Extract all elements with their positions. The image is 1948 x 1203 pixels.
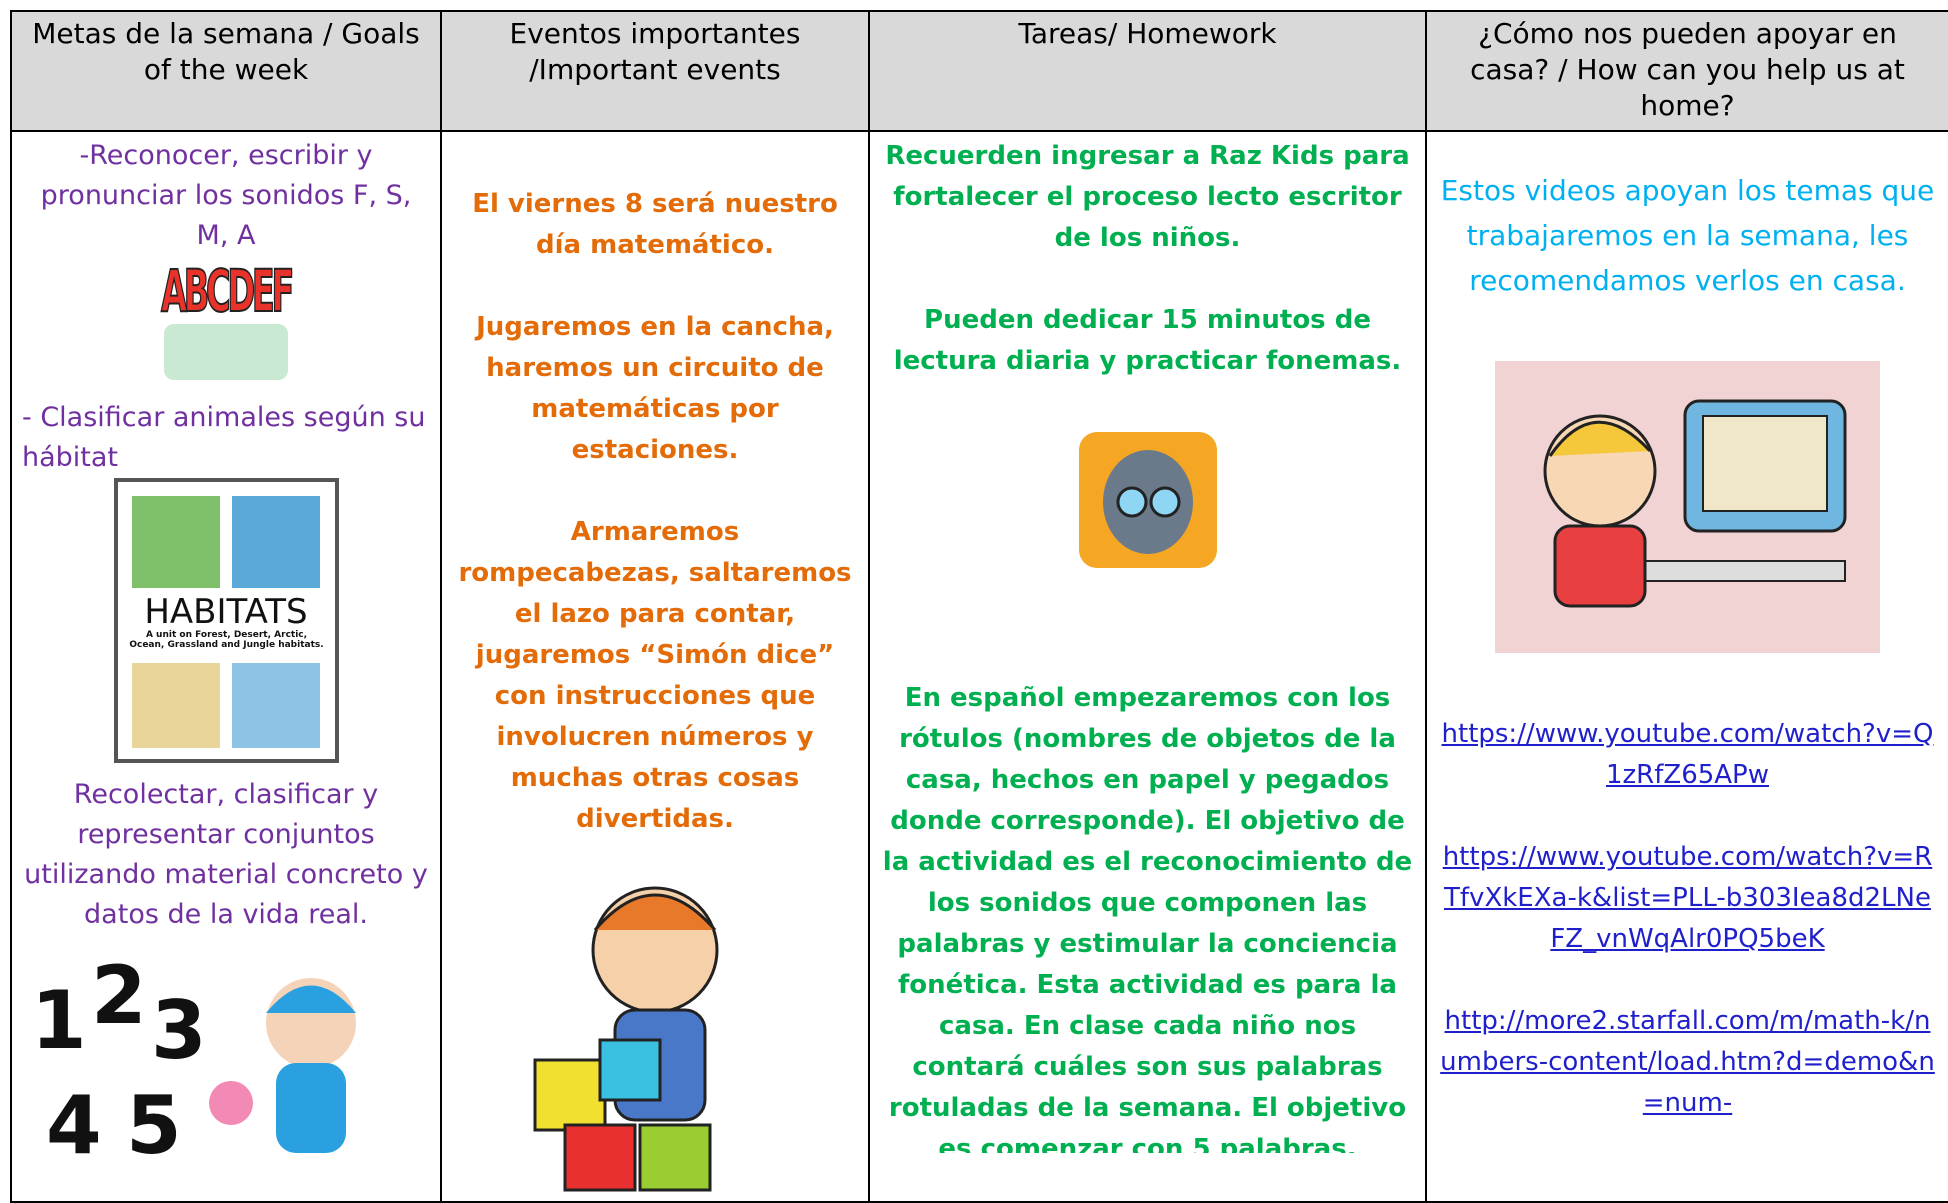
homework-text: Recuerden ingresar a Raz Kids para forta… xyxy=(885,141,1410,253)
goal-text: Recolectar, clasificar y representar con… xyxy=(24,779,428,930)
child xyxy=(1553,524,1647,608)
header-cell: ¿Cómo nos pueden apoyar en casa? / How c… xyxy=(1425,10,1948,132)
child xyxy=(1548,420,1652,457)
image-text: ABCDEF xyxy=(161,257,292,325)
homework: Recuerden ingresar a Raz Kids para forta… xyxy=(870,132,1425,1153)
header-cell: Metas de la semana / Goals of the week xyxy=(10,10,442,132)
goals: -Reconocer, escribir y pronunciar los so… xyxy=(12,132,440,1157)
events: El viernes 8 será nuestro día matemático… xyxy=(442,132,868,1201)
video-link[interactable]: https://www.youtube.com/watch?v=Q1zRfZ65… xyxy=(1441,719,1934,790)
event-text: Jugaremos en la cancha, haremos un circu… xyxy=(476,312,834,465)
robot xyxy=(1102,450,1193,554)
keyboard xyxy=(1644,560,1846,582)
computer-image xyxy=(1495,361,1880,653)
character xyxy=(266,985,356,1013)
event-text: El viernes 8 será nuestro día matemático… xyxy=(472,189,838,260)
header-cell: Tareas/ Homework xyxy=(868,10,1427,132)
goal-text: -Reconocer, escribir y pronunciar los so… xyxy=(40,140,412,251)
block xyxy=(533,1058,607,1132)
picture xyxy=(131,663,220,748)
habitat-image: HABITATS A unit on Forest, Desert, Arcti… xyxy=(113,478,339,763)
support-text: Estos videos apoyan los temas que trabaj… xyxy=(1440,174,1935,297)
image-text: 3 xyxy=(151,984,207,1077)
robot xyxy=(1116,486,1147,518)
image-text: 2 xyxy=(91,953,147,1042)
video-link[interactable]: http://more2.starfall.com/m/math-k/numbe… xyxy=(1440,1006,1935,1118)
support-cell: Estos videos apoyan los temas que trabaj… xyxy=(1425,130,1948,1203)
homework-cell: Recuerden ingresar a Raz Kids para forta… xyxy=(868,130,1427,1203)
abc-image: ABCDEF xyxy=(160,256,299,380)
character xyxy=(276,1063,346,1153)
homework-text: Pueden dedicar 15 minutos de lectura dia… xyxy=(893,305,1402,376)
block xyxy=(563,1123,637,1192)
image-text: 4 xyxy=(46,1079,102,1157)
event-text: Armaremos rompecabezas, saltaremos el la… xyxy=(458,517,852,834)
image-title: HABITATS xyxy=(144,592,307,632)
support: Estos videos apoyan los temas que trabaj… xyxy=(1427,132,1948,1185)
numbers-image: 1 2 3 4 5 xyxy=(31,949,356,1157)
blocks-image xyxy=(533,886,719,1192)
decoration xyxy=(164,324,288,380)
character xyxy=(209,1081,253,1125)
picture xyxy=(231,663,320,748)
screen xyxy=(1702,415,1828,512)
block xyxy=(638,1123,712,1192)
page: Metas de la semana / Goals of the week E… xyxy=(10,10,1948,1203)
block xyxy=(598,1038,662,1102)
header-row: Metas de la semana / Goals of the week E… xyxy=(10,10,1948,132)
picture xyxy=(131,496,220,588)
image-text: 1 xyxy=(31,974,87,1067)
robot xyxy=(1149,486,1180,518)
raz-kids-icon xyxy=(1078,432,1217,568)
character xyxy=(593,893,717,931)
events-cell: El viernes 8 será nuestro día matemático… xyxy=(440,130,870,1203)
body-row: -Reconocer, escribir y pronunciar los so… xyxy=(10,130,1948,1203)
image-subtitle: A unit on Forest, Desert, Arctic, Ocean,… xyxy=(128,630,324,650)
homework-text: En español empezaremos con los rótulos (… xyxy=(882,683,1413,1153)
newsletter-table: Metas de la semana / Goals of the week E… xyxy=(10,10,1948,1203)
video-link[interactable]: https://www.youtube.com/watch?v=RTfvXkEX… xyxy=(1442,842,1933,954)
header-cell: Eventos importantes /Important events xyxy=(440,10,870,132)
goals-cell: -Reconocer, escribir y pronunciar los so… xyxy=(10,130,442,1203)
image-text: 5 xyxy=(126,1079,182,1157)
goal-text: - Clasificar animales según su hábitat xyxy=(22,402,426,473)
picture xyxy=(231,496,320,588)
